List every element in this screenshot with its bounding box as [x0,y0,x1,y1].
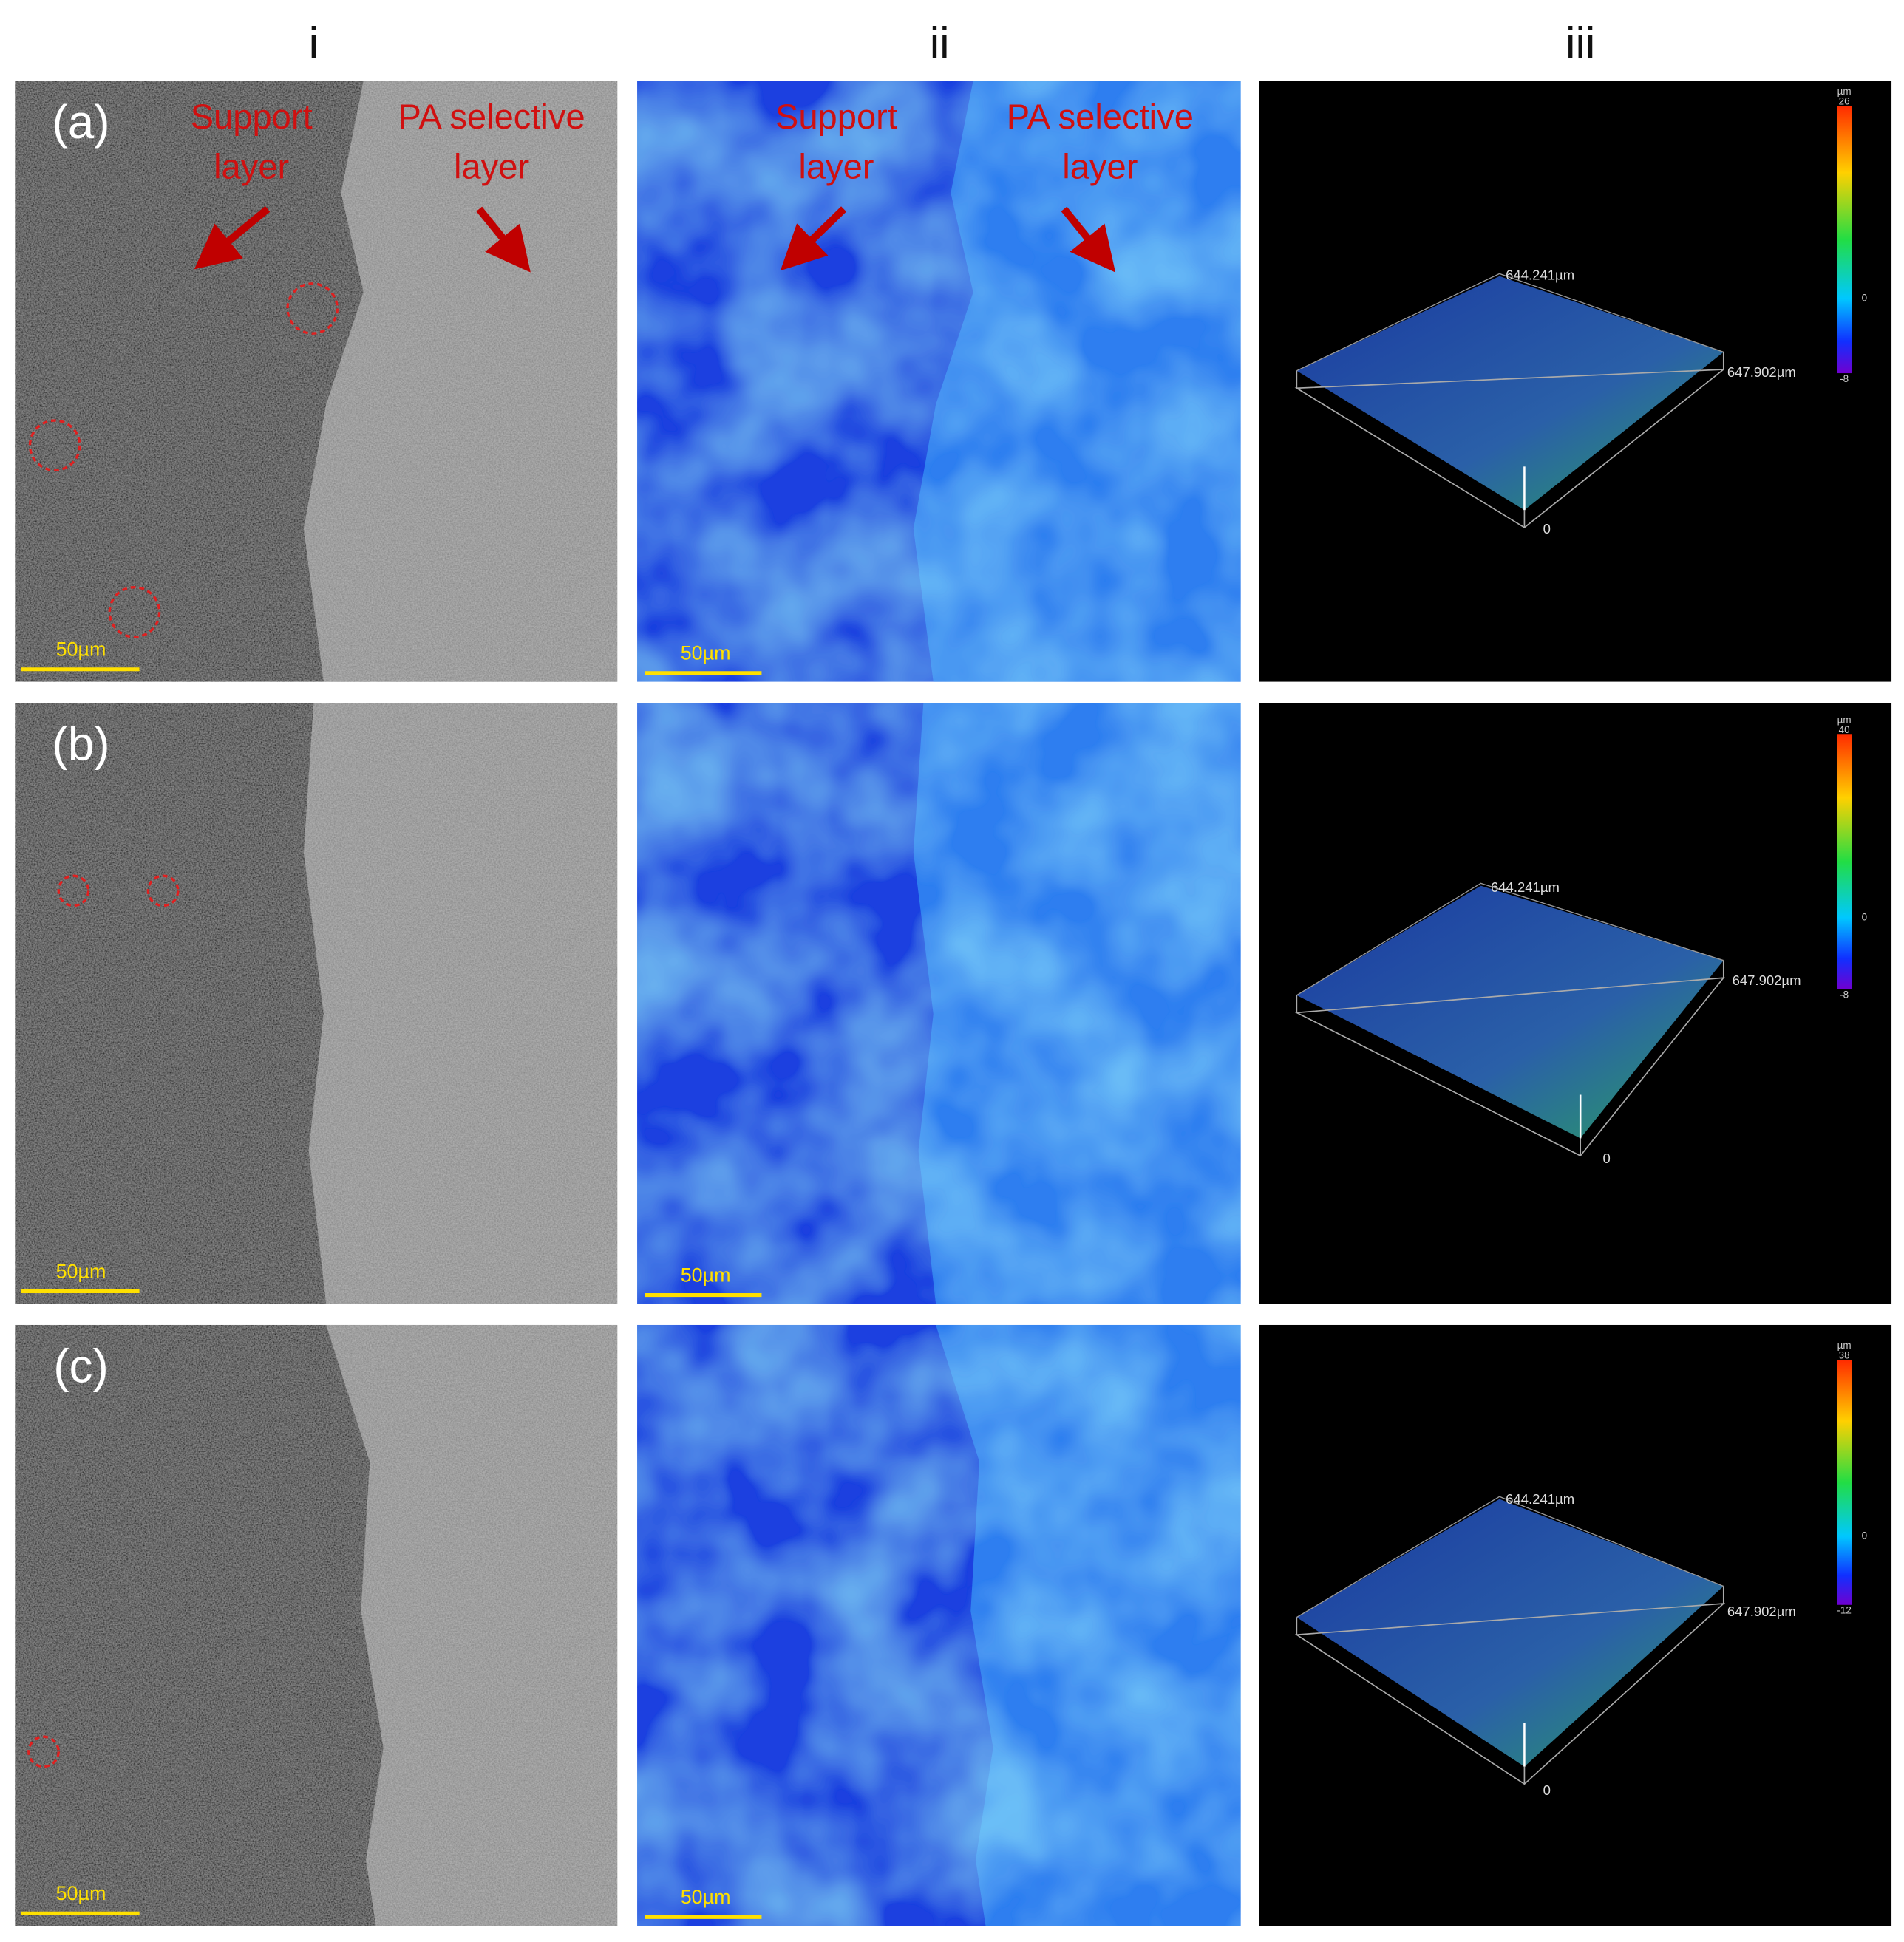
highlight-circle [146,874,180,907]
y-length-label: 644.241µm [1491,879,1560,895]
colorbar [1836,734,1852,989]
scale-bar-label: 50µm [681,1886,731,1908]
y-length-label: 644.241µm [1506,1491,1574,1507]
fluorescence-panel [637,81,1241,682]
origin-label: 0 [1543,521,1551,536]
colorbar-unit: µm [1837,1340,1852,1351]
surface [1296,885,1724,1139]
annotation-arrow [1061,206,1116,273]
highlight-circle [286,282,339,335]
row-label: (c) [53,1339,109,1392]
highlight-circle [108,585,161,638]
highlight-circle [28,419,81,472]
annotation: layer [214,146,289,185]
colorbar [1836,1360,1852,1605]
row-label: (a) [52,95,109,149]
pa-region [326,1324,618,1926]
surface [1296,276,1724,511]
x-length-label: 647.902µm [1727,1604,1796,1619]
colorbar-zero: 0 [1862,292,1867,303]
pa-region [303,703,618,1304]
annotation: Support [191,97,313,136]
highlight-circle [27,1735,60,1768]
colorbar-zero: 0 [1862,1530,1867,1541]
x-length-label: 647.902µm [1727,364,1796,380]
annotation-arrow [780,206,847,271]
scale-bar-label: 50µm [56,1882,106,1904]
x-length-label: 647.902µm [1733,972,1801,988]
colorbar-max: 26 [1839,96,1850,107]
fluorescence-panel [637,1324,1241,1926]
annotation: PA selective [398,97,585,136]
annotation: layer [454,146,529,185]
box-edge [1296,1496,1724,1618]
annotation: Support [775,97,897,136]
annotation: PA selective [1007,97,1194,136]
y-length-label: 644.241µm [1506,268,1574,283]
surface [1296,1499,1724,1767]
scale-bar-label: 50µm [681,642,731,664]
box-base [1294,1603,1726,1785]
sem-panel [15,1324,618,1926]
pa-region [913,703,1241,1304]
colorbar [1836,106,1852,374]
pa-region [303,81,618,682]
annotation-arrow [476,206,531,273]
colorbar-min: -8 [1840,989,1849,1000]
column-header: i [309,17,319,67]
colorbar-zero: 0 [1862,911,1867,922]
box-base [1294,977,1725,1157]
colorbar-max: 40 [1839,724,1850,735]
column-header: ii [930,17,950,67]
colorbar-min: -8 [1840,373,1849,384]
box-edge [1296,882,1724,996]
colorbar-max: 38 [1839,1350,1850,1361]
origin-label: 0 [1602,1151,1610,1166]
annotation: layer [798,146,874,185]
colorbar-unit: µm [1837,86,1852,97]
sem-panel [15,81,618,682]
pa-region [913,81,1241,682]
sem-panel [15,703,618,1304]
pa-region [936,1324,1241,1926]
scale-bar-label: 50µm [681,1264,731,1286]
box-base [1294,369,1726,528]
box-edge [1296,273,1724,372]
origin-label: 0 [1543,1782,1551,1798]
scale-bar-label: 50µm [56,638,106,661]
colorbar-min: -12 [1837,1605,1851,1616]
fluorescence-panel [637,703,1241,1304]
highlight-circle [57,874,90,907]
row-label: (b) [52,718,109,771]
column-header: iii [1565,17,1595,67]
scale-bar-label: 50µm [56,1260,106,1282]
annotation-arrow [194,205,271,270]
colorbar-unit: µm [1837,714,1852,725]
annotation: layer [1062,146,1138,185]
